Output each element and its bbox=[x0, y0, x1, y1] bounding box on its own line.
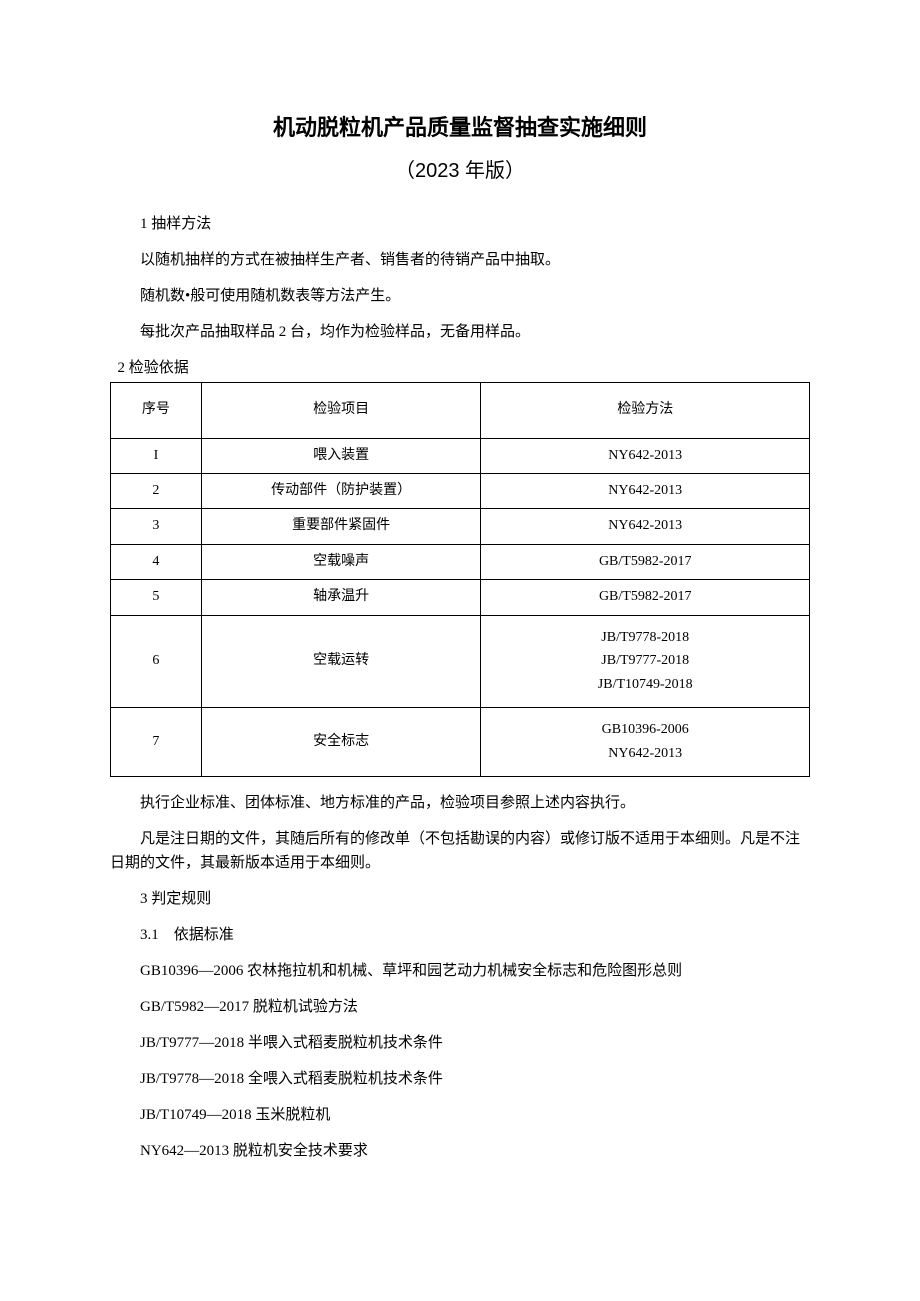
section-2-paragraph: 凡是注日期的文件，其随后所有的修改单（不包括勘误的内容）或修订版不适用于本细则。… bbox=[110, 827, 810, 875]
table-cell-seq: 2 bbox=[111, 473, 202, 508]
table-row: 5 轴承温升 GB/T5982-2017 bbox=[111, 580, 810, 615]
section-3-heading: 3 判定规则 bbox=[110, 887, 810, 911]
table-cell-seq: 6 bbox=[111, 615, 202, 707]
document-subtitle: （2023 年版） bbox=[110, 155, 810, 187]
table-header-cell: 检验方法 bbox=[481, 383, 810, 438]
table-cell-seq: 3 bbox=[111, 509, 202, 544]
section-2-heading: 2 检验依据 bbox=[110, 356, 810, 380]
table-cell-method: GB10396-2006NY642-2013 bbox=[481, 707, 810, 776]
table-cell-item: 喂入装置 bbox=[201, 438, 481, 473]
table-row: 7 安全标志 GB10396-2006NY642-2013 bbox=[111, 707, 810, 776]
table-cell-item: 空载噪声 bbox=[201, 544, 481, 579]
table-header-row: 序号 检验项目 检验方法 bbox=[111, 383, 810, 438]
standard-item: JB/T9778—2018 全喂入式稻麦脱粒机技术条件 bbox=[110, 1067, 810, 1091]
table-cell-item: 重要部件紧固件 bbox=[201, 509, 481, 544]
section-2-paragraph: 执行企业标准、团体标准、地方标准的产品，检验项目参照上述内容执行。 bbox=[110, 791, 810, 815]
table-cell-item: 轴承温升 bbox=[201, 580, 481, 615]
standard-item: GB10396—2006 农林拖拉机和机械、草坪和园艺动力机械安全标志和危险图形… bbox=[110, 959, 810, 983]
document-title: 机动脱粒机产品质量监督抽查实施细则 bbox=[110, 110, 810, 145]
table-cell-method: GB/T5982-2017 bbox=[481, 580, 810, 615]
table-row: I 喂入装置 NY642-2013 bbox=[111, 438, 810, 473]
section-1-paragraph: 随机数•般可使用随机数表等方法产生。 bbox=[110, 284, 810, 308]
table-header-cell: 序号 bbox=[111, 383, 202, 438]
table-cell-method: NY642-2013 bbox=[481, 509, 810, 544]
table-cell-seq: I bbox=[111, 438, 202, 473]
table-cell-seq: 4 bbox=[111, 544, 202, 579]
table-row: 6 空载运转 JB/T9778-2018JB/T9777-2018JB/T107… bbox=[111, 615, 810, 707]
standard-item: JB/T10749—2018 玉米脱粒机 bbox=[110, 1103, 810, 1127]
section-3-1-heading: 3.1 依据标准 bbox=[110, 923, 810, 947]
table-cell-item: 安全标志 bbox=[201, 707, 481, 776]
table-cell-method: JB/T9778-2018JB/T9777-2018JB/T10749-2018 bbox=[481, 615, 810, 707]
section-1-paragraph: 每批次产品抽取样品 2 台，均作为检验样品，无备用样品。 bbox=[110, 320, 810, 344]
section-1-paragraph: 以随机抽样的方式在被抽样生产者、销售者的待销产品中抽取。 bbox=[110, 248, 810, 272]
inspection-table: 序号 检验项目 检验方法 I 喂入装置 NY642-2013 2 传动部件（防护… bbox=[110, 382, 810, 776]
table-cell-method: GB/T5982-2017 bbox=[481, 544, 810, 579]
table-cell-method: NY642-2013 bbox=[481, 438, 810, 473]
table-row: 4 空载噪声 GB/T5982-2017 bbox=[111, 544, 810, 579]
standard-item: JB/T9777—2018 半喂入式稻麦脱粒机技术条件 bbox=[110, 1031, 810, 1055]
table-cell-method: NY642-2013 bbox=[481, 473, 810, 508]
table-cell-item: 传动部件（防护装置） bbox=[201, 473, 481, 508]
table-row: 3 重要部件紧固件 NY642-2013 bbox=[111, 509, 810, 544]
standard-item: NY642—2013 脱粒机安全技术要求 bbox=[110, 1139, 810, 1163]
table-row: 2 传动部件（防护装置） NY642-2013 bbox=[111, 473, 810, 508]
table-cell-item: 空载运转 bbox=[201, 615, 481, 707]
table-cell-seq: 5 bbox=[111, 580, 202, 615]
section-1-heading: 1 抽样方法 bbox=[110, 212, 810, 236]
table-header-cell: 检验项目 bbox=[201, 383, 481, 438]
table-cell-seq: 7 bbox=[111, 707, 202, 776]
standard-item: GB/T5982—2017 脱粒机试验方法 bbox=[110, 995, 810, 1019]
